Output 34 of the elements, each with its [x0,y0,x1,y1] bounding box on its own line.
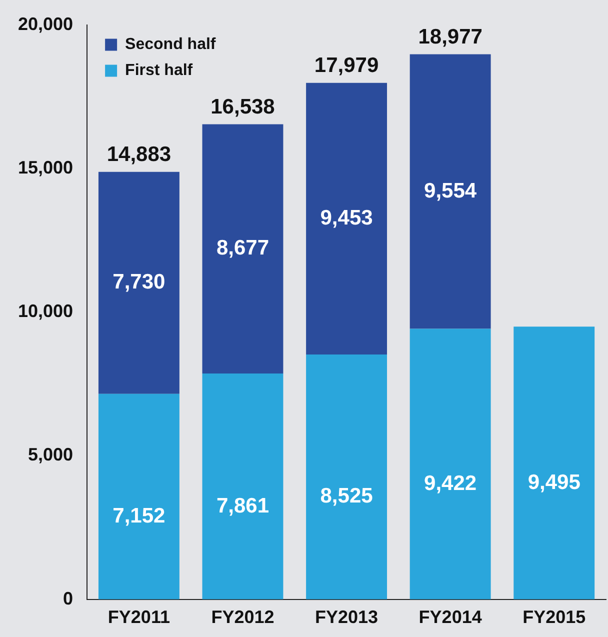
data-label: 7,861 [216,494,270,518]
bar [306,82,388,354]
data-label: 9,495 [528,470,581,494]
bar [306,354,388,600]
data-label: 9,422 [424,472,477,495]
y-tick-label: 10,000 [18,301,74,322]
bar [98,172,180,394]
total-label: 14,883 [106,143,172,166]
bar [202,124,284,374]
data-label: 8,677 [216,236,270,260]
data-label: 9,554 [424,179,477,202]
data-label: 8,525 [320,484,374,508]
total-label: 17,979 [314,54,379,78]
x-tick-label: FY2013 [315,607,378,628]
data-label: 9,453 [320,206,373,230]
y-tick-label: 20,000 [18,14,74,34]
x-tick-label: FY2015 [522,607,586,628]
legend-label: First half [125,62,194,80]
bar [514,326,595,600]
legend-label: Second half [125,36,216,54]
data-label: 7,730 [112,270,166,294]
y-tick-label: 0 [63,588,74,608]
bar [410,328,491,600]
total-label: 18,977 [418,26,482,49]
x-tick-label: FY2014 [418,607,482,628]
x-tick-label: FY2011 [108,607,170,628]
bar [98,394,180,600]
bar [202,374,284,600]
y-tick-label: 5,000 [28,444,74,465]
y-tick-label: 15,000 [18,157,74,178]
x-tick-label: FY2012 [211,607,274,628]
total-label: 16,538 [210,96,276,119]
bar [410,54,491,329]
data-label: 7,152 [112,504,166,528]
